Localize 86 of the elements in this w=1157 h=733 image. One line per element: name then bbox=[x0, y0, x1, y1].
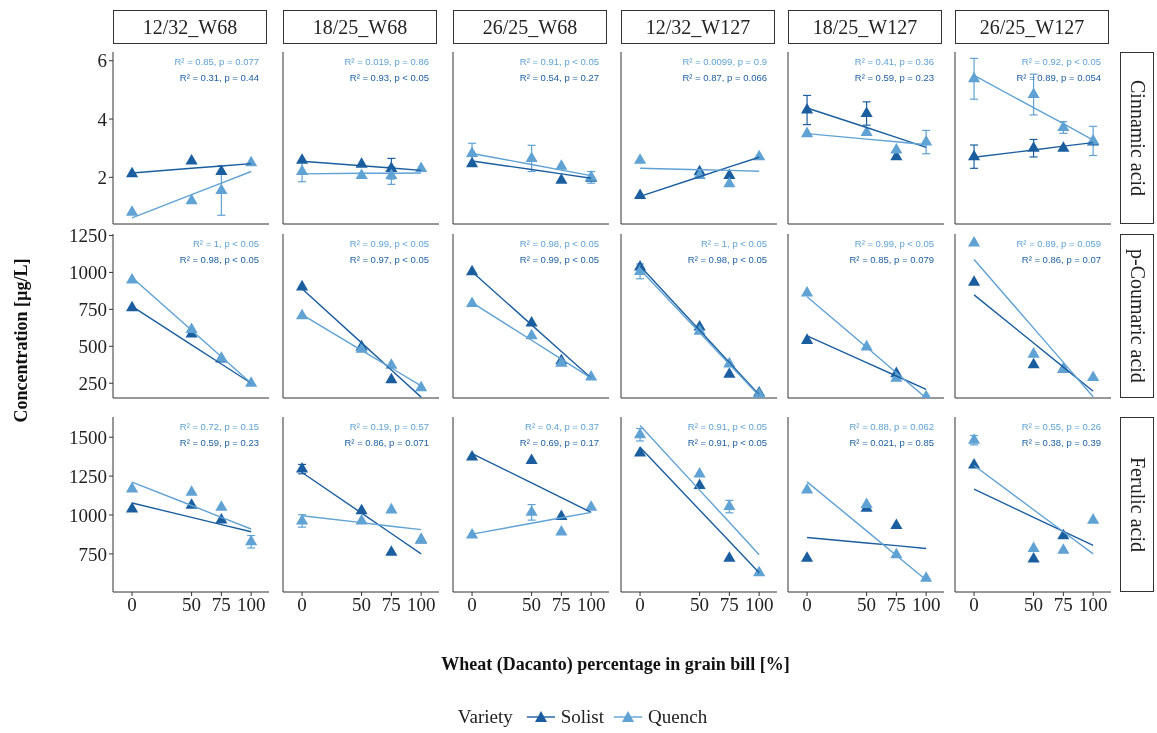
annotation: R² = 0.59, p = 0.23 bbox=[854, 72, 934, 83]
x-tick-label: 0 bbox=[802, 594, 812, 616]
annotation: R² = 0.19, p = 0.57 bbox=[349, 421, 429, 432]
annotation: R² = 0.98, p < 0.05 bbox=[687, 254, 767, 265]
x-tick-label: 100 bbox=[576, 594, 606, 616]
annotation: R² = 0.91, p < 0.05 bbox=[519, 56, 599, 67]
x-tick-label: 0 bbox=[467, 594, 477, 616]
y-axis-title: Concentration [µg/L] bbox=[11, 258, 33, 422]
annotation: R² = 0.0099, p = 0.9 bbox=[682, 56, 767, 67]
x-axis-title: Wheat (Dacanto) percentage in grain bill [%] bbox=[440, 654, 791, 675]
chart-title: 26/25_W68 bbox=[453, 10, 607, 44]
x-tick-label: 75 bbox=[551, 594, 571, 616]
y-tick-label: 250 bbox=[78, 372, 107, 394]
annotation: R² = 0.99, p < 0.05 bbox=[349, 238, 429, 249]
x-tick-label: 50 bbox=[1024, 594, 1044, 616]
annotation: R² = 0.31, p = 0.44 bbox=[179, 72, 259, 83]
annotation: R² = 0.4, p = 0.37 bbox=[525, 421, 599, 432]
x-tick-label: 0 bbox=[297, 594, 307, 616]
x-tick-label: 75 bbox=[886, 594, 906, 616]
annotation: R² = 0.98, p < 0.05 bbox=[519, 238, 599, 249]
y2-axis-title: Cinnamic acid bbox=[1125, 79, 1149, 197]
x-tick-label: 100 bbox=[1078, 594, 1108, 616]
annotation: R² = 0.85, p = 0.077 bbox=[174, 56, 259, 67]
legend-title: Variety bbox=[457, 706, 513, 728]
annotation: R² = 0.55, p = 0.26 bbox=[1021, 421, 1101, 432]
x-tick-label: 50 bbox=[690, 594, 710, 616]
y-tick-label: 1250 bbox=[69, 465, 107, 487]
y2-axis-title: p-Coumaric acid bbox=[1125, 249, 1149, 383]
legend-label: Quench bbox=[648, 706, 708, 728]
annotation: R² = 0.91, p < 0.05 bbox=[687, 421, 767, 432]
chart-title: 12/32_W68 bbox=[113, 10, 267, 44]
x-tick-label: 75 bbox=[381, 594, 401, 616]
y-tick-label: 500 bbox=[78, 336, 107, 358]
x-tick-label: 0 bbox=[969, 594, 979, 616]
annotation: R² = 0.99, p < 0.05 bbox=[519, 254, 599, 265]
annotation: R² = 0.69, p = 0.17 bbox=[519, 437, 599, 448]
annotation: R² = 1, p < 0.05 bbox=[192, 238, 259, 249]
annotation: R² = 0.85, p = 0.079 bbox=[849, 254, 934, 265]
annotation: R² = 0.91, p < 0.05 bbox=[687, 437, 767, 448]
annotation: R² = 0.019, p = 0.86 bbox=[344, 56, 429, 67]
annotation: R² = 0.88, p = 0.062 bbox=[849, 421, 934, 432]
y-tick-label: 750 bbox=[78, 299, 107, 321]
y-tick-label: 1000 bbox=[69, 262, 107, 284]
x-tick-label: 50 bbox=[182, 594, 202, 616]
y2-axis-title: Ferulic acid bbox=[1125, 457, 1149, 552]
annotation: R² = 0.98, p < 0.05 bbox=[179, 254, 259, 265]
chart-title: 18/25_W68 bbox=[283, 10, 437, 44]
chart-title: 12/32_W127 bbox=[621, 10, 775, 44]
y-tick-label: 4 bbox=[97, 108, 108, 130]
x-tick-label: 100 bbox=[911, 594, 941, 616]
annotation: R² = 0.87, p = 0.066 bbox=[682, 72, 767, 83]
annotation: R² = 0.93, p < 0.05 bbox=[349, 72, 429, 83]
x-tick-label: 50 bbox=[857, 594, 877, 616]
x-tick-label: 50 bbox=[352, 594, 372, 616]
x-tick-label: 100 bbox=[744, 594, 774, 616]
y-tick-label: 6 bbox=[97, 50, 107, 72]
x-tick-label: 0 bbox=[127, 594, 137, 616]
y-tick-label: 1250 bbox=[69, 225, 107, 247]
y-tick-label: 750 bbox=[78, 543, 107, 565]
annotation: R² = 0.86, p = 0.07 bbox=[1021, 254, 1101, 265]
chart-title: 26/25_W127 bbox=[955, 10, 1109, 44]
x-tick-label: 100 bbox=[406, 594, 436, 616]
annotation: R² = 0.021, p = 0.85 bbox=[849, 437, 934, 448]
x-tick-label: 75 bbox=[719, 594, 739, 616]
chart-title: 18/25_W127 bbox=[788, 10, 942, 44]
y-tick-label: 2 bbox=[97, 167, 107, 189]
annotation: R² = 0.89, p = 0.059 bbox=[1016, 238, 1101, 249]
annotation: R² = 1, p < 0.05 bbox=[700, 238, 767, 249]
x-tick-label: 75 bbox=[1053, 594, 1073, 616]
annotation: R² = 0.72, p = 0.15 bbox=[179, 421, 259, 432]
annotation: R² = 0.38, p = 0.39 bbox=[1021, 437, 1101, 448]
x-tick-label: 0 bbox=[635, 594, 645, 616]
y-tick-label: 1500 bbox=[69, 426, 107, 448]
legend-label: Solist bbox=[560, 706, 605, 728]
annotation: R² = 0.92, p < 0.05 bbox=[1021, 56, 1101, 67]
annotation: R² = 0.59, p = 0.23 bbox=[179, 437, 259, 448]
annotation: R² = 0.99, p < 0.05 bbox=[854, 238, 934, 249]
x-tick-label: 50 bbox=[522, 594, 542, 616]
x-tick-label: 100 bbox=[236, 594, 266, 616]
annotation: R² = 0.89, p = 0.054 bbox=[1016, 72, 1101, 83]
annotation: R² = 0.97, p < 0.05 bbox=[349, 254, 429, 265]
annotation: R² = 0.86, p = 0.071 bbox=[344, 437, 429, 448]
x-tick-label: 75 bbox=[211, 594, 231, 616]
annotation: R² = 0.54, p = 0.27 bbox=[519, 72, 599, 83]
y-tick-label: 1000 bbox=[69, 504, 107, 526]
annotation: R² = 0.41, p = 0.36 bbox=[854, 56, 934, 67]
